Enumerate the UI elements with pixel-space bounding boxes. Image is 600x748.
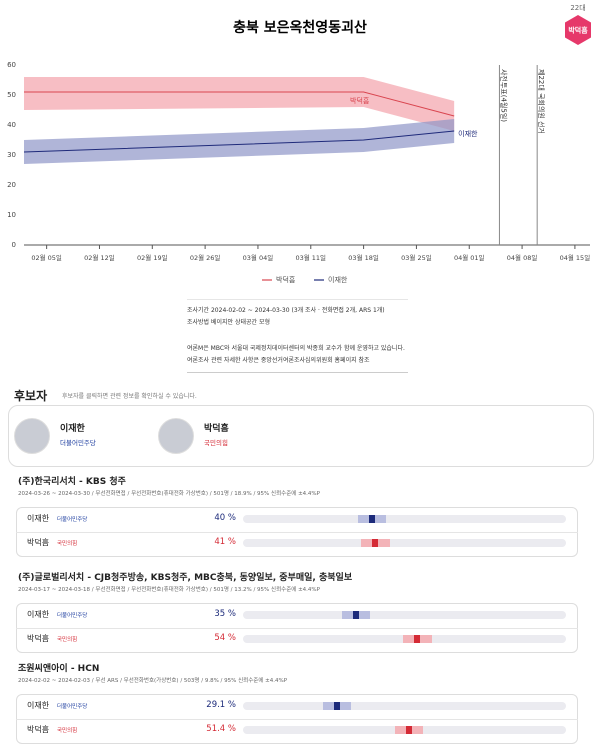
candidate-name[interactable]: 이재한 xyxy=(60,424,85,434)
candidate-name: 이재한 xyxy=(27,514,50,523)
x-tick-label: 03월 04일 xyxy=(243,253,274,262)
candidate-party: 국민의힘 xyxy=(204,439,228,447)
row-divider xyxy=(16,628,578,629)
poll-title: 조원씨앤아이 - HCN xyxy=(18,664,100,674)
y-tick-label: 50 xyxy=(7,91,16,99)
candidate-name: 박덕흠 xyxy=(27,634,50,643)
candidate-name: 이재한 xyxy=(27,610,50,619)
page-title: 충북 보은옥천영동괴산 xyxy=(233,19,367,36)
y-tick-label: 40 xyxy=(7,121,16,129)
badge-hex xyxy=(565,15,591,45)
x-tick-label: 02월 12일 xyxy=(84,253,115,262)
x-tick-label: 04월 15일 xyxy=(560,253,591,262)
candidate-party: 더불어민주당 xyxy=(57,704,88,710)
event-label: 사전투표(4월5일) xyxy=(499,69,508,122)
value-label: 41 % xyxy=(214,537,236,547)
confidence-band xyxy=(24,119,455,164)
y-tick-label: 10 xyxy=(7,211,16,219)
poll-meta: 2024-03-17 ~ 2024-03-18 / 무선전화면접 / 무선전화번… xyxy=(18,587,320,593)
candidate-name: 이재한 xyxy=(27,701,50,710)
x-tick-label: 03월 11일 xyxy=(295,253,326,262)
x-tick-label: 02월 26일 xyxy=(190,253,221,262)
trend-line xyxy=(23,130,455,153)
note-period: 조사기간 2024-02-02 ~ 2024-03-30 (3개 조사 · 전화… xyxy=(187,307,385,314)
section-hint: 후보자를 클릭하면 관련 정보를 확인하실 수 있습니다. xyxy=(62,393,197,400)
notes: 조사기간 2024-02-02 ~ 2024-03-30 (3개 조사 · 전화… xyxy=(187,305,405,367)
badge-winner: 박덕흠 xyxy=(568,26,588,35)
candidate-party: 더불어민주당 xyxy=(57,613,88,619)
y-tick-label: 0 xyxy=(12,241,16,249)
value-label: 29.1 % xyxy=(206,700,236,710)
candidate-party: 국민의힘 xyxy=(57,541,78,547)
candidate-party: 국민의힘 xyxy=(57,637,78,643)
value-label: 54 % xyxy=(214,633,236,643)
badge-label: 22대 xyxy=(570,4,585,12)
note-ref: 여론조사 관련 자세한 사항은 중앙선거여론조사심의위원회 홈페이지 참조 xyxy=(187,357,370,364)
legend-label: 박덕흠 xyxy=(276,275,296,284)
candidate-box xyxy=(8,405,594,467)
row-divider xyxy=(16,719,578,720)
value-dot xyxy=(372,539,379,547)
value-dot xyxy=(333,702,340,710)
value-dot xyxy=(406,726,413,734)
candidate-name[interactable]: 박덕흠 xyxy=(204,424,229,434)
x-tick-label: 04월 01일 xyxy=(454,253,485,262)
candidate-party: 더불어민주당 xyxy=(60,439,96,447)
note-about: 여론M은 MBC와 서울대 국제정치데이터센터의 박종희 교수가 함께 운영하고… xyxy=(187,345,405,352)
poll-meta: 2024-02-02 ~ 2024-02-03 / 무선 ARS / 무선전화번… xyxy=(18,678,288,684)
y-tick-label: 20 xyxy=(7,181,16,189)
x-tick-label: 02월 19일 xyxy=(137,253,168,262)
bar-track xyxy=(243,702,566,710)
series-label: 이재한 xyxy=(458,129,478,138)
y-tick-label: 60 xyxy=(7,61,16,69)
bar-track xyxy=(243,611,566,619)
x-tick-label: 02월 05일 xyxy=(31,253,62,262)
row-divider xyxy=(16,532,578,533)
value-label: 40 % xyxy=(214,513,236,523)
divider xyxy=(187,372,408,373)
candidate-photo[interactable] xyxy=(14,418,50,454)
value-label: 35 % xyxy=(214,609,236,619)
value-dot xyxy=(414,635,421,643)
candidate-party: 더불어민주당 xyxy=(57,517,88,523)
chart: 충북 보은옥천영동괴산 22대 박덕흠 0 10 20 30 40 50 60 02월 05일… xyxy=(7,4,591,300)
poll-meta: 2024-03-26 ~ 2024-03-30 / 무선전화면접 / 무선전화번… xyxy=(18,491,320,497)
candidate-name: 박덕흠 xyxy=(27,725,50,734)
legend-label: 이재한 xyxy=(328,275,348,284)
series-label: 박덕흠 xyxy=(350,96,370,105)
trend-line xyxy=(24,91,455,117)
x-tick-label: 03월 18일 xyxy=(348,253,379,262)
candidate-party: 국민의힘 xyxy=(57,728,78,734)
x-tick-label: 03월 25일 xyxy=(401,253,432,262)
confidence-band xyxy=(24,77,455,131)
y-tick-label: 30 xyxy=(7,151,16,159)
note-method: 조사방법 베이지안 상태공간 모형 xyxy=(187,319,271,326)
poll-title: (주)한국리서치 - KBS 청주 xyxy=(18,477,126,487)
bar-track xyxy=(243,515,566,523)
value-dot xyxy=(369,515,376,523)
bar-track xyxy=(243,539,566,547)
poll-title: (주)글로벌리서치 - CJB청주방송, KBS청주, MBC충북, 동양일보,… xyxy=(18,573,353,583)
candidate-photo[interactable] xyxy=(158,418,194,454)
section-title: 후보자 xyxy=(14,389,48,403)
value-dot xyxy=(353,611,360,619)
x-tick-label: 04월 08일 xyxy=(507,253,538,262)
event-label: 제22대 국회의원 선거 xyxy=(537,69,546,134)
value-label: 51.4 % xyxy=(206,724,236,734)
candidate-name: 박덕흠 xyxy=(27,538,50,547)
